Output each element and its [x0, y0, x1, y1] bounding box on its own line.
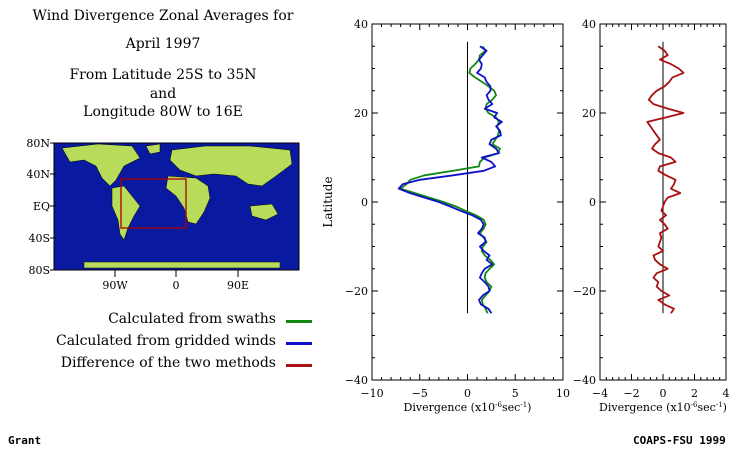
footer-credit: COAPS-FSU 1999: [633, 434, 726, 447]
chart-title-line-2: April 1997: [125, 36, 201, 52]
chart-title-line-1: Wind Divergence Zonal Averages for: [32, 8, 294, 24]
y-tick-label: 20: [582, 107, 596, 120]
y-axis-label: Latitude: [321, 176, 335, 227]
region-map: 80N 40N EQ 40S 80S 90W 0 90E: [26, 137, 300, 290]
x-tick-label: 0: [464, 387, 471, 400]
x-tick-label: 5: [512, 387, 519, 400]
map-lon-label: 90W: [102, 279, 128, 290]
map-landmass: [145, 143, 161, 155]
legend-label-gridded: Calculated from gridded winds: [56, 333, 276, 349]
series-line: [646, 45, 685, 314]
y-tick-label: −20: [345, 285, 368, 298]
legend-label-swaths: Calculated from swaths: [108, 311, 276, 327]
map-landmass: [169, 145, 293, 187]
y-tick-label: 20: [354, 107, 368, 120]
y-tick-label: −40: [573, 374, 596, 387]
map-lon-labels: 90W 0 90E: [102, 279, 249, 290]
map-lat-label: 80N: [26, 137, 50, 150]
map-lat-label: 80S: [28, 264, 50, 277]
series-line: [397, 45, 503, 314]
region-line-2: and: [149, 86, 177, 102]
map-region-box: [120, 178, 187, 229]
legend-swatch-swaths: [286, 320, 312, 323]
legend-label-difference: Difference of the two methods: [60, 355, 276, 371]
legend-item-swaths: Calculated from swaths: [0, 311, 320, 331]
map-lon-label: 0: [173, 279, 180, 290]
map-lat-label: 40N: [26, 168, 50, 181]
x-tick-label: 2: [691, 387, 698, 400]
region-line-3: Longitude 80W to 16E: [83, 104, 243, 120]
legend-swatch-difference: [286, 364, 312, 367]
map-landmass: [83, 261, 281, 269]
map-landmass: [61, 143, 141, 187]
map-landmass: [249, 203, 279, 221]
chart-swath-vs-gridded: −40 −20 0 20 40 −10 −5 0 5 10 Divergence (x10-6sec…: [321, 18, 570, 414]
legend-item-difference: Difference of the two methods: [0, 355, 320, 375]
footer-author: Grant: [8, 434, 42, 447]
legend-item-gridded: Calculated from gridded winds: [0, 333, 320, 353]
map-lat-label: EQ: [33, 200, 50, 213]
x-axis-label: Divergence (x10-6sec-1): [404, 401, 532, 414]
y-tick-label: 0: [361, 196, 368, 209]
y-tick-label: 40: [354, 18, 368, 31]
x-tick-label: 10: [556, 387, 570, 400]
map-landmass: [165, 175, 211, 225]
map-ticks: [50, 142, 239, 277]
y-tick-label: 0: [589, 196, 596, 209]
x-tick-label: −2: [623, 387, 639, 400]
x-axis-label: Divergence (x10-6sec-1): [599, 401, 727, 414]
x-tick-label: 4: [723, 387, 730, 400]
y-tick-label: −20: [573, 285, 596, 298]
map-lon-label: 90E: [227, 279, 249, 290]
y-tick-label: −40: [345, 374, 368, 387]
x-tick-label: 0: [660, 387, 667, 400]
series-line: [399, 45, 501, 314]
x-tick-label: −4: [592, 387, 608, 400]
x-tick-label: −10: [360, 387, 383, 400]
y-tick-label: 40: [582, 18, 596, 31]
map-land: [61, 143, 293, 269]
legend-swatch-gridded: [286, 342, 312, 345]
map-lat-label: 40S: [28, 232, 50, 245]
map-lat-labels: 80N 40N EQ 40S 80S: [26, 137, 50, 277]
x-tick-label: −5: [412, 387, 428, 400]
region-line-1: From Latitude 25S to 35N: [69, 67, 257, 83]
